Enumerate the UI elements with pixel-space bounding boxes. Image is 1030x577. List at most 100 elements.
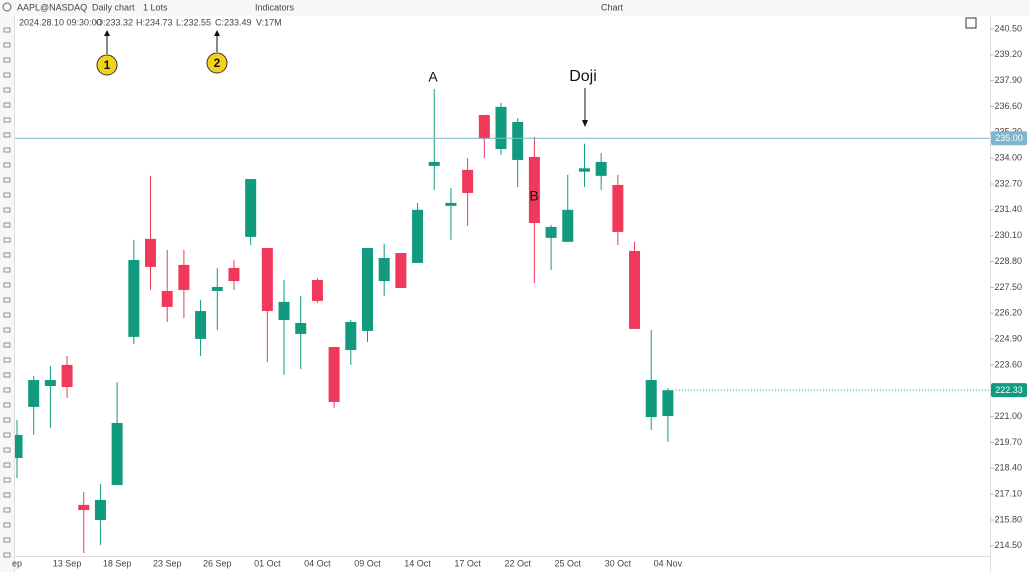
tool-icon (3, 522, 11, 528)
tool-icon (3, 237, 11, 243)
candle-body (361, 248, 373, 331)
tool-icon (3, 267, 11, 273)
y-tick-label: 226.20 (994, 308, 1022, 318)
candle-body (528, 156, 540, 223)
lots[interactable]: 1 Lots (143, 2, 168, 12)
price-label: 222.33 (995, 385, 1023, 395)
y-tick-label: 227.50 (994, 282, 1022, 292)
window-title: Chart (601, 2, 624, 12)
candle-body (578, 168, 590, 172)
y-tick-label: 219.70 (994, 437, 1022, 447)
x-tick-label: 09 Oct (354, 558, 381, 568)
x-tick-label: 04 Nov (654, 558, 683, 568)
tool-icon (3, 57, 11, 63)
x-tick-label: 30 Oct (605, 558, 632, 568)
candle-body (44, 380, 56, 387)
indicators-button[interactable]: Indicators (255, 2, 295, 12)
candle-body (28, 380, 40, 407)
tool-icon (3, 207, 11, 213)
x-tick-label: 14 Oct (404, 558, 431, 568)
y-tick-label: 230.10 (994, 230, 1022, 240)
app-icon[interactable] (2, 2, 12, 12)
candle-body (545, 226, 557, 238)
candle-body (195, 311, 207, 339)
tool-icon (3, 297, 11, 303)
plot (15, 88, 674, 554)
candle-body (178, 264, 190, 290)
tool-icon (3, 177, 11, 183)
symbol[interactable]: AAPL@NASDAQ (17, 2, 87, 12)
x-tick-label: 04 Oct (304, 558, 331, 568)
legend-high: H:234.73 (136, 17, 173, 27)
tool-icon (3, 192, 11, 198)
candle-body (78, 504, 90, 511)
tool-icon (3, 417, 11, 423)
candle-body (345, 321, 357, 351)
candle-body (512, 121, 524, 160)
candle-body (645, 380, 657, 418)
tool-icon (3, 132, 11, 138)
y-tick-label: 234.00 (994, 153, 1022, 163)
scroll-to-end[interactable] (965, 17, 977, 29)
arrow-head (104, 30, 110, 36)
annotation: Doji (569, 68, 597, 85)
price-label-box (991, 131, 1027, 146)
y-tick-label: 224.90 (994, 333, 1022, 343)
tool-icon (3, 222, 11, 228)
y-tick-label: 236.60 (994, 101, 1022, 111)
y-tick-label: 239.20 (994, 49, 1022, 59)
candle-body (245, 179, 257, 237)
candle-body (562, 209, 574, 242)
legend-low: L:232.55 (176, 17, 211, 27)
x-tick-label: 22 Oct (504, 558, 531, 568)
x-tick-label: 23 Sep (153, 558, 182, 568)
y-tick-label: 237.90 (994, 75, 1022, 85)
tool-icon (3, 282, 11, 288)
arrow-head (582, 120, 588, 127)
x-tick-label: 13 Sep (53, 558, 82, 568)
timeframe[interactable]: Daily chart (92, 2, 135, 12)
legend-datetime: 2024.28.10 09:30:00 (19, 17, 102, 27)
callout-badge (96, 54, 118, 76)
candle-body (15, 434, 23, 458)
candle-body (395, 252, 407, 288)
tool-icon (3, 387, 11, 393)
y-tick-label: 232.70 (994, 178, 1022, 188)
arrow-head (214, 30, 220, 36)
y-tick-label: 231.40 (994, 204, 1022, 214)
x-tick-label: 18 Sep (103, 558, 132, 568)
tool-icon (3, 552, 11, 558)
tool-icon (3, 327, 11, 333)
candle-body (378, 257, 390, 282)
annotation: A (428, 69, 438, 85)
tool-icon (3, 447, 11, 453)
candle-body (662, 390, 674, 417)
candle-body (228, 267, 240, 282)
annotation: B (529, 188, 538, 204)
tool-icon (3, 462, 11, 468)
candle-body (495, 106, 507, 150)
candle-body (445, 202, 457, 206)
candle-body (94, 499, 106, 521)
callout-number: 1 (104, 58, 111, 72)
y-tick-label: 214.50 (994, 540, 1022, 550)
candle-body (412, 209, 424, 263)
candle-body (478, 115, 490, 139)
candle-body (612, 184, 624, 232)
x-tick-label: ep (12, 558, 22, 568)
y-tick-label: 240.50 (994, 23, 1022, 33)
candle-body (278, 301, 290, 320)
callout-number: 2 (214, 56, 221, 70)
tool-icon (3, 72, 11, 78)
candle-body (161, 290, 173, 307)
price-label: 235.00 (995, 133, 1023, 143)
tool-icon (3, 342, 11, 348)
tool-icon (3, 507, 11, 513)
legend-open: O:233.32 (96, 17, 133, 27)
legend-volume: V:17M (256, 17, 282, 27)
tool-icon (3, 252, 11, 258)
tool-icon (3, 87, 11, 93)
candle-body (311, 280, 323, 301)
